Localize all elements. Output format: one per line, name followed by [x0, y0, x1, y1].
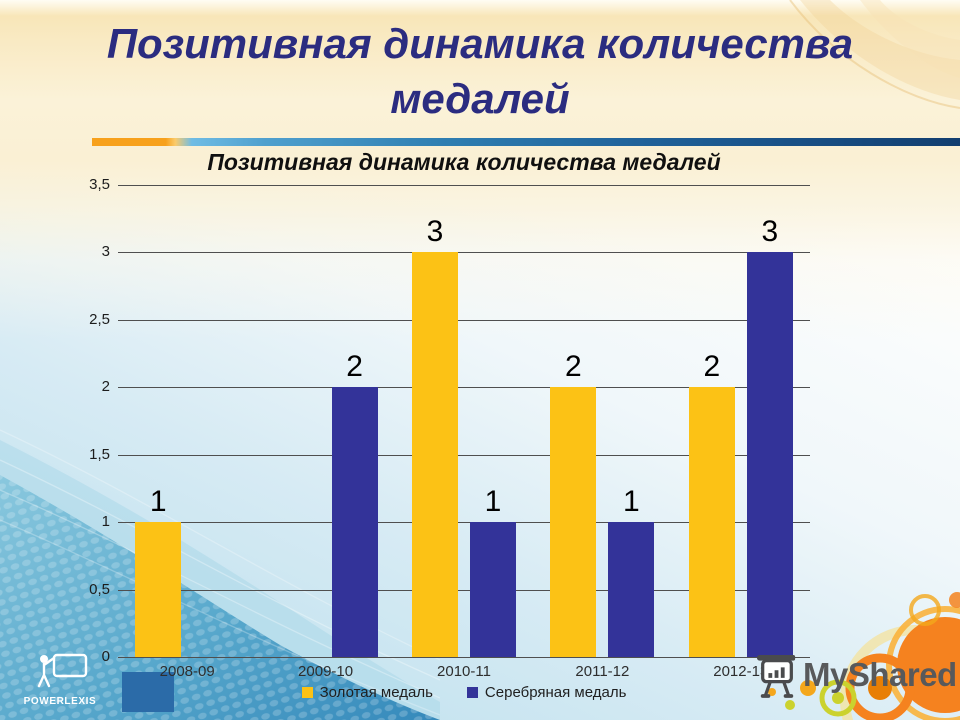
bar-value-label: 1	[149, 485, 167, 519]
bar-gold-2012-13	[688, 387, 735, 657]
y-axis-tick-label: 2,5	[89, 310, 110, 328]
title-divider-bar	[92, 138, 960, 146]
myshared-watermark-text: MyShared	[803, 656, 957, 693]
legend-label-silver: Серебряная медаль	[484, 684, 627, 701]
x-axis-category-label: 2008-09	[159, 663, 215, 680]
gridline	[118, 522, 810, 524]
legend-item-silver: Серебряная медаль	[466, 684, 627, 701]
blue-square-decoration	[122, 672, 174, 712]
slide-title-line1: Позитивная динамика количества	[106, 20, 854, 67]
cream-top-background	[0, 0, 960, 340]
powerlexis-presenter-icon	[37, 653, 88, 688]
legend-swatch-silver	[466, 687, 478, 698]
y-axis-tick-label: 0	[101, 648, 110, 665]
legend-label-gold: Золотая медаль	[319, 684, 433, 701]
slide-title: Позитивная динамика количества медалей	[65, 16, 895, 126]
gridline	[118, 387, 810, 389]
bar-silver-2011-12	[608, 522, 655, 657]
bar-value-label: 3	[426, 215, 444, 249]
y-axis-tick-label: 3	[101, 243, 110, 261]
x-axis-category-label: 2012-13	[713, 663, 769, 680]
y-axis-tick-label: 3,5	[89, 176, 110, 193]
y-axis-tick-label: 1,5	[89, 445, 110, 463]
x-axis-category-label: 2009-10	[298, 663, 354, 680]
chart-legend: Золотая медаль Серебряная медаль	[118, 684, 810, 701]
bar-gold-2010-11	[412, 252, 458, 657]
bar-gold-2011-12	[550, 387, 597, 657]
legend-item-gold: Золотая медаль	[301, 684, 433, 701]
myshared-watermark: MyShared	[756, 650, 957, 700]
bar-value-label: 1	[623, 485, 640, 519]
y-axis-tick-label: 2	[101, 378, 110, 396]
gridline	[118, 589, 810, 591]
bar-value-label: 2	[565, 350, 582, 384]
y-axis-tick-label: 1	[101, 513, 110, 531]
gridline	[118, 252, 810, 254]
x-axis-category-label: 2010-11	[437, 663, 491, 680]
bar-value-label: 2	[346, 350, 363, 384]
bar-silver-2012-13	[746, 252, 793, 657]
myshared-board-icon	[756, 654, 796, 698]
gridline	[118, 657, 810, 658]
circles-decoration	[768, 592, 960, 720]
powerlexis-logo-text: POWERLEXIS	[23, 696, 97, 707]
bar-gold-2008-09	[135, 522, 182, 657]
x-axis-category-label: 2011-12	[575, 663, 630, 680]
legend-swatch-gold	[301, 687, 313, 698]
bar-silver-2009-10	[331, 387, 378, 657]
gridline	[118, 185, 810, 186]
bar-value-label: 2	[703, 350, 721, 384]
ribbon-decoration	[789, 0, 960, 109]
slide-title-line2: медалей	[390, 75, 570, 122]
gridline	[118, 319, 810, 321]
bar-value-label: 1	[484, 485, 502, 519]
gridline	[118, 454, 810, 456]
bar-value-label: 3	[761, 215, 779, 249]
bar-silver-2010-11	[470, 522, 516, 657]
powerlexis-logo: POWERLEXIS	[16, 652, 104, 707]
y-axis-tick-label: 0,5	[89, 580, 110, 598]
chart-title: Позитивная динамика количества медалей	[207, 149, 721, 175]
